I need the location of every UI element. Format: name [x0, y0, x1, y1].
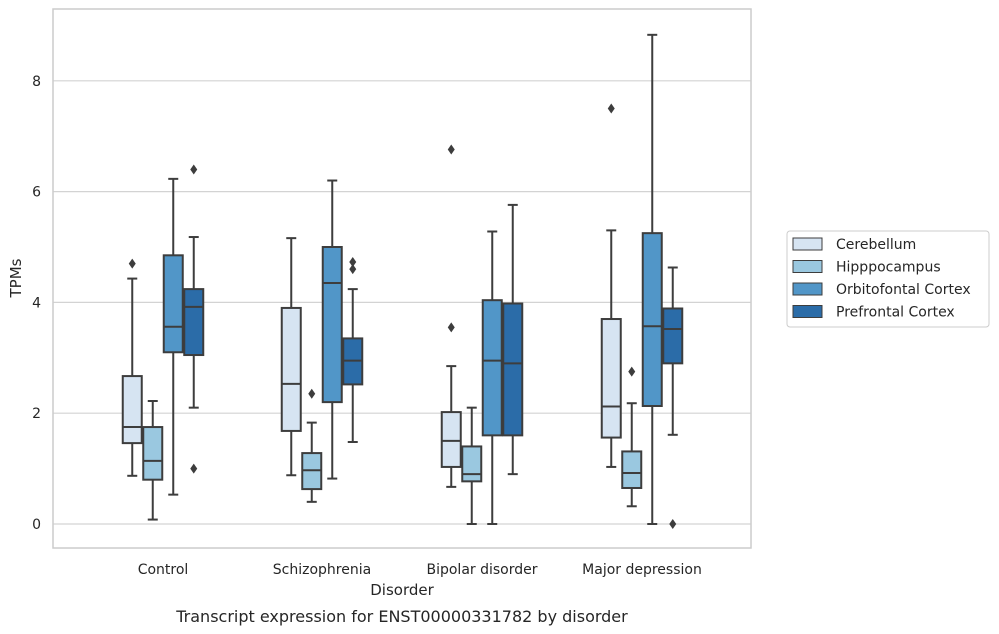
legend-label: Prefrontal Cortex: [836, 305, 955, 321]
box-iqr: [321, 246, 343, 404]
box-iqr: [600, 318, 622, 439]
box-prefrontal-cortex: [183, 164, 205, 474]
box-iqr: [502, 302, 524, 437]
x-tick-labels: Control Schizophrenia Bipolar disorder Majo…: [138, 562, 702, 578]
box-orbitofontal-cortex: [641, 33, 663, 525]
box-layer: [121, 33, 684, 529]
box-iqr: [440, 411, 462, 468]
chart-caption: Transcript expression for ENST0000033178…: [175, 607, 628, 626]
x-tick-label: Major depression: [582, 562, 702, 578]
legend-swatch: [792, 305, 823, 318]
outlier-point: [190, 463, 198, 474]
box-iqr: [280, 306, 302, 432]
x-tick-label: Control: [138, 562, 189, 578]
box-hipppocampus: [621, 366, 643, 508]
legend: Cerebellum Hipppocampus Orbitofontal Corte…: [786, 230, 990, 328]
outlier-point: [349, 264, 357, 275]
legend-label: Hipppocampus: [836, 260, 941, 276]
box-cerebellum: [600, 103, 622, 468]
box-iqr: [121, 375, 143, 445]
outlier-point: [628, 366, 636, 377]
y-tick-labels: 0 2 4 6 8: [32, 74, 41, 533]
box-iqr: [183, 288, 205, 357]
box-iqr: [662, 307, 684, 365]
outlier-point: [190, 164, 198, 175]
box-iqr: [621, 450, 643, 489]
box-iqr: [481, 299, 503, 437]
outlier-point: [447, 144, 455, 155]
box-orbitofontal-cortex: [481, 230, 503, 525]
x-tick-label: Bipolar disorder: [426, 562, 537, 578]
outlier-point: [128, 258, 136, 269]
legend-swatch: [792, 237, 823, 251]
x-axis-title: Disorder: [370, 581, 434, 599]
legend-frame: [786, 230, 990, 328]
box-hipppocampus: [142, 400, 164, 521]
y-tick-label: 0: [32, 517, 41, 533]
y-tick-label: 8: [32, 74, 41, 90]
box-hipppocampus: [461, 406, 483, 525]
box-iqr: [162, 254, 184, 354]
box-iqr: [461, 445, 483, 483]
outlier-point: [607, 103, 615, 114]
legend-swatch: [792, 260, 823, 273]
box-iqr: [142, 426, 164, 481]
outlier-point: [349, 256, 357, 267]
outlier-point: [447, 322, 455, 333]
box-hipppocampus: [301, 388, 323, 503]
outlier-point: [308, 388, 316, 399]
box-cerebellum: [440, 144, 462, 488]
box-orbitofontal-cortex: [321, 179, 343, 480]
plot-frame: [52, 8, 752, 549]
y-axis-title: TPMs: [7, 258, 25, 298]
y-tick-label: 6: [32, 185, 41, 201]
outlier-point: [669, 519, 677, 529]
x-tick-label: Schizophrenia: [273, 562, 371, 578]
y-tick-label: 4: [32, 295, 41, 311]
box-iqr: [641, 232, 663, 407]
box-cerebellum: [280, 237, 302, 477]
legend-swatch: [792, 282, 823, 296]
box-prefrontal-cortex: [342, 256, 364, 444]
y-tick-label: 2: [32, 406, 41, 422]
legend-label: Orbitofontal Cortex: [836, 282, 971, 298]
box-prefrontal-cortex: [502, 203, 524, 476]
box-prefrontal-cortex: [662, 266, 684, 529]
box-cerebellum: [121, 258, 143, 477]
legend-label: Cerebellum: [836, 237, 916, 253]
box-orbitofontal-cortex: [162, 177, 184, 496]
